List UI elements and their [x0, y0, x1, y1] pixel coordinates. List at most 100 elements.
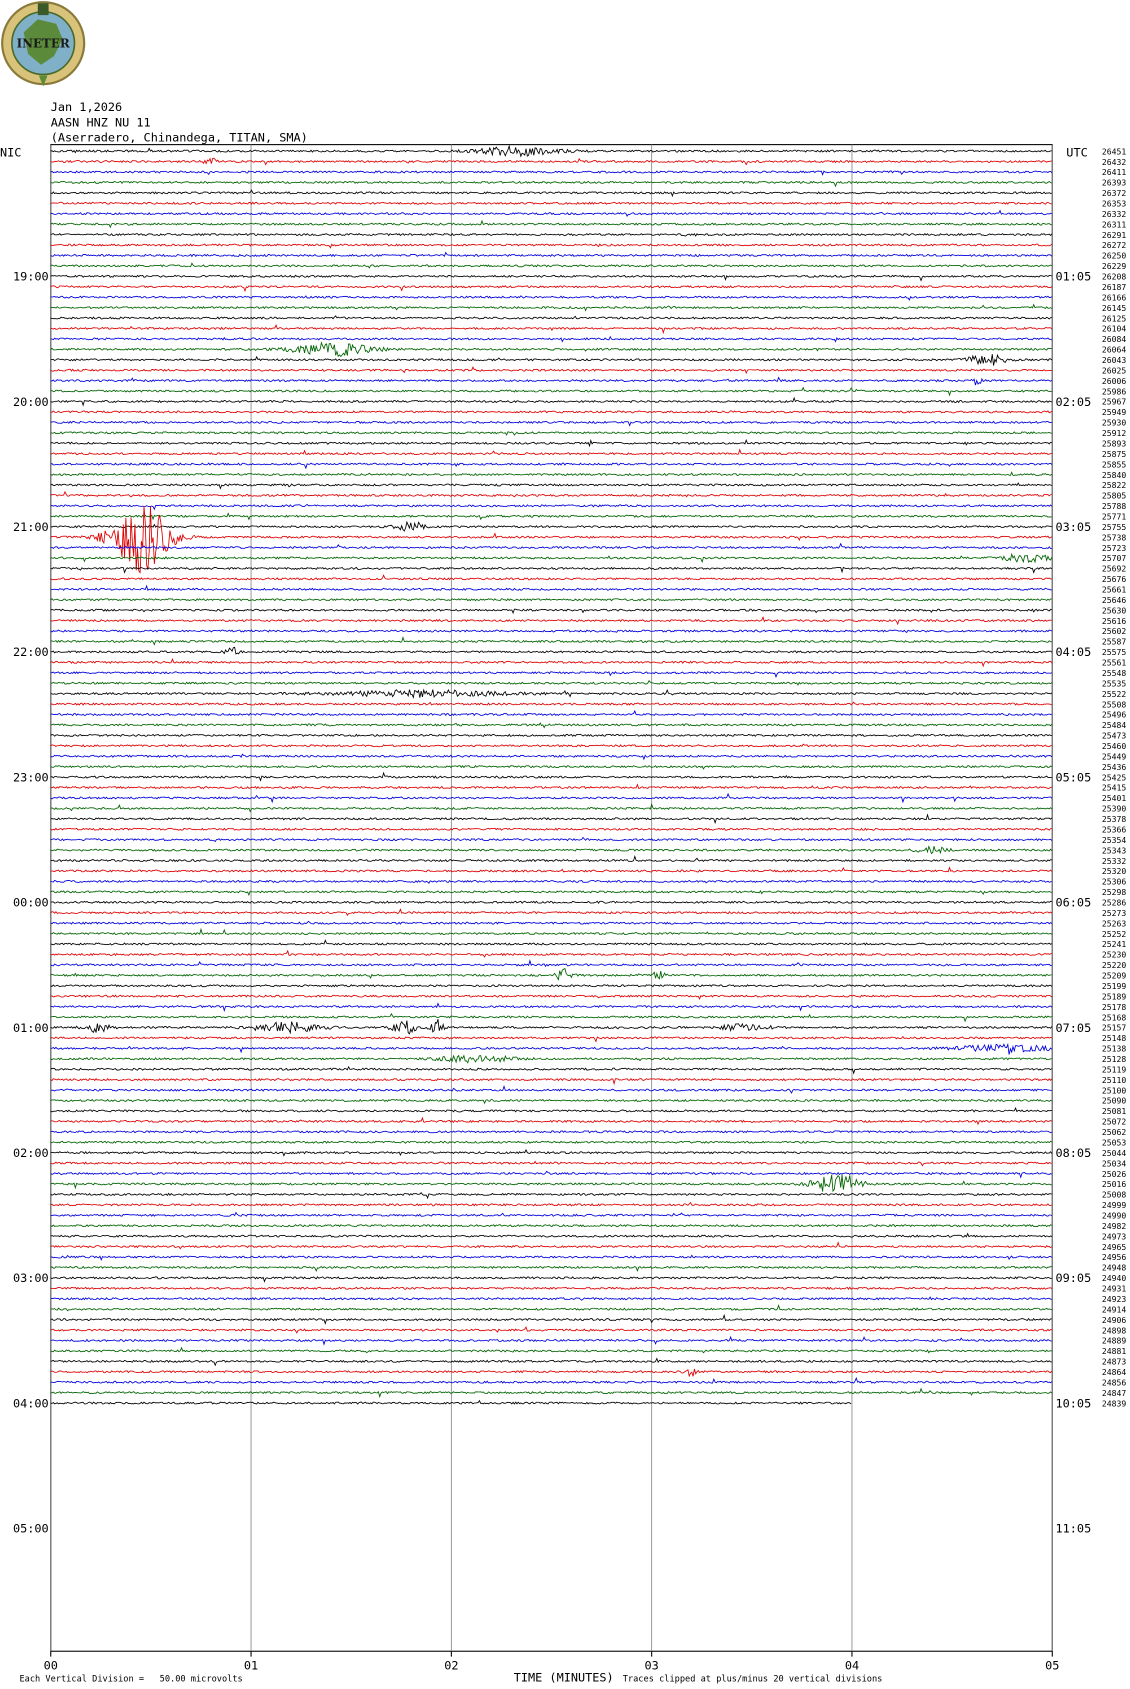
scale-note: Each Vertical Division = 50.00 microvolt… [19, 1674, 242, 1684]
left-hour-label: 23:00 [13, 770, 49, 784]
right-hour-label: 06:05 [1056, 896, 1092, 910]
trace [50, 845, 1053, 855]
trace [50, 1326, 1052, 1334]
left-hour-label: 20:00 [13, 395, 49, 409]
line-label: 24923 [1102, 1294, 1126, 1304]
trace [50, 542, 1052, 550]
trace [50, 636, 1052, 646]
line-label: 24956 [1102, 1252, 1126, 1262]
trace [50, 813, 1053, 825]
trace [50, 410, 1053, 414]
line-label: 25930 [1102, 418, 1126, 428]
line-label: 25273 [1102, 908, 1126, 918]
trace [50, 1012, 1053, 1023]
line-label: 25805 [1102, 491, 1126, 501]
right-hour-label: 01:05 [1056, 270, 1092, 284]
trace [50, 671, 1053, 679]
line-label: 25090 [1102, 1096, 1126, 1106]
line-label: 26229 [1102, 261, 1126, 271]
line-label: 25157 [1102, 1023, 1126, 1033]
left-hour-label: 21:00 [13, 520, 49, 534]
trace [50, 201, 1052, 205]
left-hour-label: 05:00 [13, 1522, 49, 1536]
trace [50, 688, 1053, 699]
trace [50, 1174, 1052, 1193]
line-label: 25199 [1102, 981, 1126, 991]
trace [50, 251, 1053, 258]
trace [50, 1335, 1052, 1346]
station: AASN HNZ NU 11 [51, 115, 151, 129]
trace [50, 629, 1052, 634]
line-label: 25053 [1102, 1137, 1126, 1147]
trace [50, 701, 1052, 706]
trace [50, 1399, 852, 1405]
trace [50, 284, 1053, 293]
x-tick-label: 02 [444, 1659, 458, 1673]
trace [50, 574, 1052, 581]
trace [50, 341, 1052, 358]
trace [50, 157, 1052, 166]
line-label: 25587 [1102, 637, 1126, 647]
trace [50, 939, 1053, 946]
right-hour-label: 09:05 [1056, 1271, 1092, 1285]
trace [50, 462, 1053, 470]
line-label: 26125 [1102, 313, 1126, 323]
left-hour-label: 01:00 [13, 1021, 49, 1035]
line-label: 25967 [1102, 397, 1126, 407]
trace [50, 503, 1053, 511]
trace [50, 1042, 1053, 1055]
line-label: 26432 [1102, 157, 1126, 167]
line-label: 25449 [1102, 751, 1126, 761]
line-label: 26104 [1102, 324, 1126, 334]
line-label: 26291 [1102, 230, 1126, 240]
trace [50, 353, 1053, 366]
trace [50, 1054, 1052, 1064]
trace [50, 615, 1052, 626]
line-label: 25707 [1102, 553, 1126, 563]
line-label: 25460 [1102, 741, 1126, 751]
trace [50, 854, 1052, 863]
date: Jan 1,2026 [51, 100, 122, 114]
trace [50, 1286, 1053, 1291]
trace [50, 1160, 1052, 1167]
trace [50, 396, 1052, 407]
line-label: 26272 [1102, 240, 1126, 250]
trace [50, 1201, 1053, 1207]
line-label: 24914 [1102, 1304, 1126, 1314]
line-label: 24839 [1102, 1398, 1126, 1408]
trace [50, 438, 1052, 448]
line-label: 25692 [1102, 564, 1126, 574]
trace [50, 584, 1052, 591]
line-label: 25548 [1102, 668, 1126, 678]
trace [50, 335, 1053, 343]
line-label: 24898 [1102, 1325, 1126, 1335]
trace [50, 1130, 1053, 1134]
trace [50, 1002, 1053, 1012]
line-label: 25148 [1102, 1033, 1126, 1043]
trace [50, 733, 1052, 737]
line-label: 25138 [1102, 1044, 1126, 1054]
x-tick-label: 03 [645, 1659, 659, 1673]
trace [50, 827, 1052, 831]
line-label: 25252 [1102, 929, 1126, 939]
line-label: 26166 [1102, 292, 1126, 302]
line-label: 25473 [1102, 731, 1126, 741]
line-label: 25306 [1102, 877, 1126, 887]
trace [50, 709, 1052, 717]
trace [50, 448, 1052, 456]
trace [50, 1241, 1053, 1250]
line-label: 25263 [1102, 918, 1126, 928]
line-label: 25484 [1102, 720, 1126, 730]
trace [50, 803, 1053, 813]
line-label: 24965 [1102, 1242, 1126, 1252]
line-label: 25561 [1102, 658, 1126, 668]
line-label: 25646 [1102, 595, 1126, 605]
trace [50, 324, 1053, 335]
trace [50, 879, 1052, 884]
left-hour-label: 02:00 [13, 1146, 49, 1160]
right-title: UTC [1066, 145, 1087, 159]
trace [50, 984, 1053, 988]
line-label: 25602 [1102, 626, 1126, 636]
line-label: 24948 [1102, 1263, 1126, 1273]
